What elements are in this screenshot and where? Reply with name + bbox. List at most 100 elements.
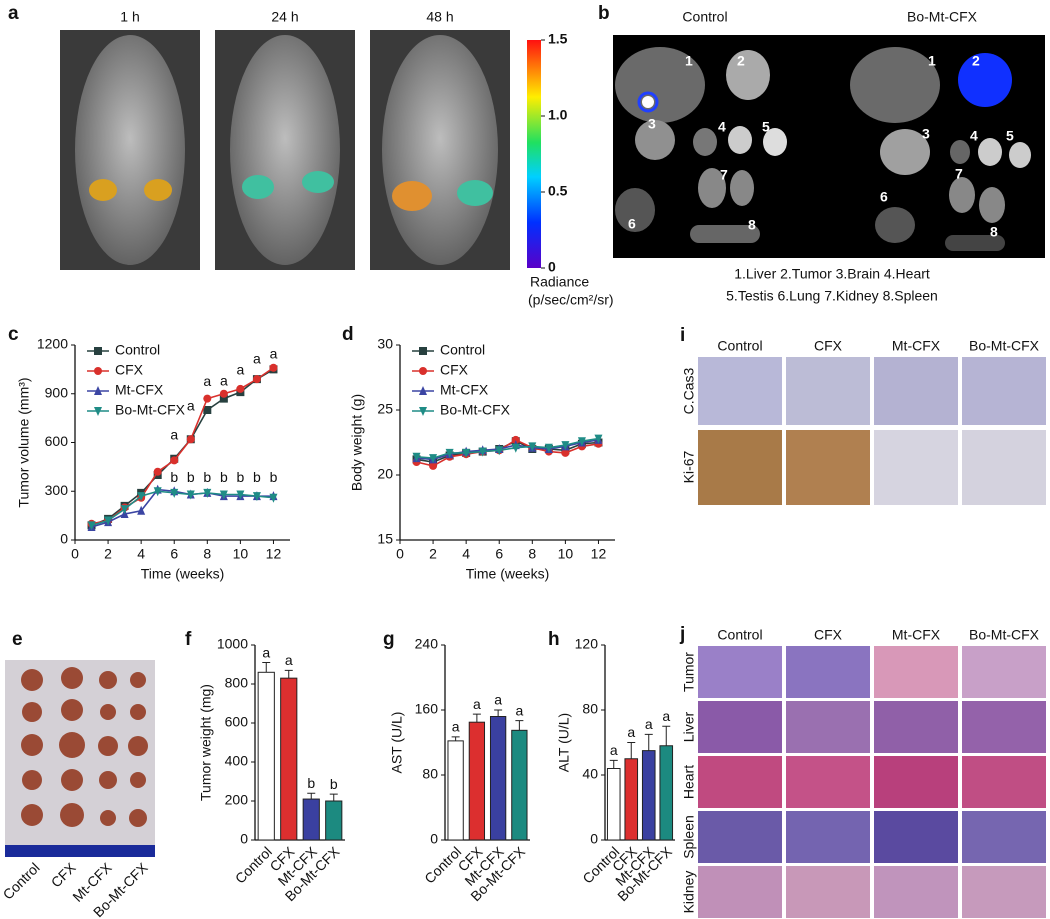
organ-number: 5 [762,119,770,135]
marker [528,442,537,452]
he-images [698,646,1046,918]
bar [624,758,639,841]
error-bar [494,709,503,717]
marker [511,443,520,453]
marker [153,467,162,476]
organ-number: 2 [972,53,980,69]
significance-letter: a [494,692,502,708]
x-tick-label: 0 [396,546,404,562]
marker [203,488,212,498]
y-tick-label: 300 [45,482,69,498]
group-label: Control [0,859,43,902]
y-tick-label: 1200 [37,336,68,352]
row-label: Kidney [681,871,697,914]
panel-letter: i [680,325,685,346]
marker [478,447,487,457]
significance-letter: a [645,716,653,732]
panel-letter: h [548,629,560,650]
x-tick-label: 12 [591,546,607,562]
marker [252,375,261,384]
column-header: Mt-CFX [892,627,941,643]
legend-label: Bo-Mt-CFX [440,402,511,418]
annotation: b [236,469,244,485]
y-tick-label: 80 [422,766,438,782]
legend-label: Control [440,342,485,358]
series-line [416,439,599,461]
y-axis-label: ALT (U/L) [556,713,572,772]
row-label: C.Cas3 [681,367,697,414]
legend-label: Mt-CFX [115,382,164,398]
x-axis-label: Time (weeks) [141,566,225,582]
y-tick-label: 30 [377,336,393,352]
error-bar [284,669,293,679]
marker [87,521,96,531]
y-axis-label: Tumor weight (mg) [198,684,214,801]
x-tick-label: 10 [233,546,249,562]
column-header: Mt-CFX [892,338,941,354]
marker [495,446,504,456]
bar [468,721,486,841]
significance-letter: b [307,775,315,791]
panel-letter: e [12,629,23,650]
error-bar [644,733,653,751]
legend-label: Control [115,342,160,358]
y-tick-label: 0 [240,831,248,847]
marker [429,454,438,464]
row-label: Liver [681,711,697,742]
colorbar-unit: (p/sec/cm²/sr) [528,292,614,308]
row-label: Heart [681,765,697,799]
panel-letter: d [342,324,354,345]
row-label: Spleen [681,815,697,859]
y-tick-label: 0 [590,831,598,847]
panel-letter: c [8,324,19,345]
legend-marker [94,367,102,375]
panel-letter: b [598,3,610,24]
legend-marker [94,347,102,355]
error-bar [307,792,316,800]
annotation: a [253,350,261,366]
colorbar-tick-label: 0.5 [548,183,568,199]
significance-letter: a [627,724,635,740]
column-header: CFX [814,338,843,354]
legend-marker [419,407,427,416]
bar [302,798,320,841]
y-tick-label: 40 [582,766,598,782]
marker [219,394,228,403]
colorbar-tick-label: 0 [548,259,556,275]
annotation: b [220,469,228,485]
organ-legend: 1.Liver 2.Tumor 3.Brain 4.Heart [734,266,930,282]
marker [170,456,179,465]
image-title: 1 h [120,9,139,25]
organ-number: 1 [685,53,693,69]
x-tick-label: 10 [558,546,574,562]
marker [219,389,228,398]
y-tick-label: 20 [377,466,393,482]
x-tick-label: 12 [266,546,282,562]
y-tick-label: 25 [377,401,393,417]
y-tick-label: 600 [45,433,69,449]
marker [104,516,113,526]
x-axis-label: Time (weeks) [466,566,550,582]
annotation: a [220,372,228,388]
marker [561,441,570,451]
column-header: Bo-Mt-CFX [969,338,1040,354]
organ-number: 4 [718,119,726,135]
x-tick-label: 8 [528,546,536,562]
panel-letter: j [679,624,685,645]
marker [219,490,228,500]
marker [577,437,586,447]
panel-letter: f [185,629,192,650]
x-tick-label: 4 [462,546,470,562]
ihc-images [698,357,1046,505]
bar [511,729,528,841]
legend-label: CFX [440,362,469,378]
x-tick-label: 8 [203,546,211,562]
significance-letter: a [473,696,481,712]
group-label: CFX [48,859,80,891]
organ-number: 3 [648,116,656,132]
marker [153,487,162,497]
organ-number: 8 [748,217,756,233]
marker [203,406,212,414]
series-line [91,490,274,527]
